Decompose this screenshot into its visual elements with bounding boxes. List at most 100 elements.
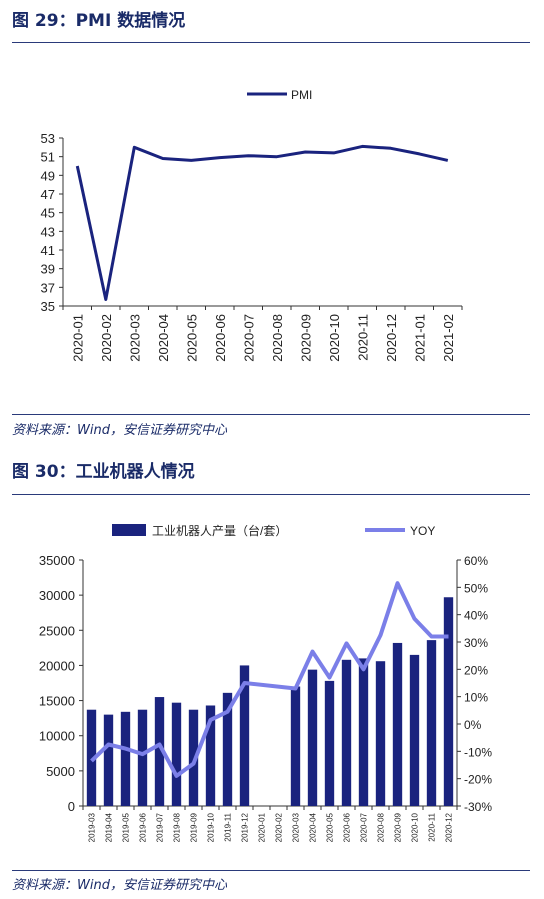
- figure-30-source: 资料来源：Wind，安信证券研究中心: [12, 878, 227, 893]
- production-bar: [358, 658, 369, 806]
- x-tick-label: 2020-08: [270, 314, 285, 362]
- x-tick-label: 2021-02: [441, 314, 456, 362]
- title-divider: [12, 42, 530, 43]
- y-tick-label: 45: [41, 206, 55, 221]
- x-tick-label: 2020-02: [275, 812, 284, 842]
- x-tick-label: 2020-07: [241, 314, 256, 362]
- y-right-tick-label: 0%: [464, 718, 482, 732]
- production-bar: [205, 705, 216, 806]
- y-tick-label: 43: [41, 224, 55, 239]
- production-bar: [86, 709, 97, 806]
- x-tick-label: 2020-07: [360, 812, 369, 842]
- y-tick-label: 51: [41, 150, 55, 165]
- x-tick-label: 2020-05: [184, 314, 199, 362]
- title-divider: [12, 494, 530, 495]
- production-bar: [307, 669, 318, 806]
- x-tick-label: 2020-11: [428, 812, 437, 841]
- y-right-tick-label: -20%: [464, 773, 492, 787]
- x-tick-label: 2020-01: [258, 812, 267, 842]
- y-right-tick-label: 30%: [464, 636, 488, 650]
- x-tick-label: 2020-03: [292, 812, 301, 842]
- production-bar: [239, 665, 250, 806]
- production-bar: [443, 597, 454, 806]
- y-left-tick-label: 30000: [39, 588, 75, 603]
- figure-29-title: 图 29：PMI 数据情况: [12, 11, 186, 31]
- x-tick-label: 2020-06: [213, 314, 228, 362]
- legend-label-pmi: PMI: [291, 88, 312, 102]
- y-left-tick-label: 20000: [39, 658, 75, 673]
- y-tick-label: 49: [41, 168, 55, 183]
- x-tick-label: 2021-01: [412, 314, 427, 362]
- y-tick-label: 41: [41, 243, 55, 258]
- x-tick-label: 2020-04: [156, 314, 171, 362]
- y-left-tick-label: 0: [68, 799, 75, 814]
- x-tick-label: 2020-10: [327, 314, 342, 362]
- y-left-tick-label: 35000: [39, 553, 75, 568]
- pmi-chart: PMI 53 51 49 47 45 43 41 39 37 35 2020-01 2020-02 202…: [41, 88, 463, 362]
- production-bar: [290, 686, 301, 806]
- industrial-robot-chart: 工业机器人产量（台/套） YOY 35000 30000 25000 20000 15000…: [39, 523, 493, 842]
- y-right-tick-label: 10%: [464, 691, 488, 705]
- x-tick-label: 2020-06: [343, 812, 352, 842]
- x-tick-label: 2020-09: [394, 812, 403, 842]
- legend-swatch-production: [112, 524, 146, 536]
- x-tick-label: 2020-03: [127, 314, 142, 362]
- x-tick-label: 2019-07: [156, 812, 165, 842]
- y-tick-label: 37: [41, 280, 55, 295]
- production-bar: [392, 642, 403, 806]
- x-tick-label: 2019-06: [139, 812, 148, 842]
- legend-label-yoy: YOY: [410, 524, 435, 538]
- x-tick-label: 2020-01: [70, 314, 85, 362]
- y-right-tick-label: -30%: [464, 800, 492, 814]
- figure-29-source: 资料来源：Wind，安信证券研究中心: [12, 423, 227, 438]
- source-divider: [12, 414, 530, 415]
- legend-label-production: 工业机器人产量（台/套）: [152, 523, 287, 538]
- figure-30-title: 图 30：工业机器人情况: [12, 462, 195, 482]
- x-tick-label: 2019-05: [122, 812, 131, 842]
- x-tick-label: 2020-02: [99, 314, 114, 362]
- y-tick-label: 53: [41, 131, 55, 146]
- y-tick-label: 39: [41, 262, 55, 277]
- production-bar: [137, 709, 148, 806]
- y-left-tick-label: 25000: [39, 623, 75, 638]
- x-tick-label: 2019-09: [190, 812, 199, 842]
- y-right-tick-label: 50%: [464, 581, 488, 595]
- x-tick-label: 2019-08: [173, 812, 182, 842]
- x-tick-label: 2020-12: [445, 812, 454, 842]
- x-tick-label: 2020-10: [411, 812, 420, 842]
- y-right-tick-label: 20%: [464, 663, 488, 677]
- production-bar: [222, 692, 233, 806]
- x-tick-label: 2019-03: [88, 812, 97, 842]
- production-bar: [171, 702, 182, 806]
- production-bar: [103, 714, 114, 806]
- x-tick-label: 2019-12: [241, 812, 250, 842]
- yoy-series-line: [90, 581, 449, 778]
- y-left-tick-label: 10000: [39, 729, 75, 744]
- production-bar: [324, 680, 335, 806]
- y-left-tick-label: 5000: [46, 764, 75, 779]
- x-tick-label: 2020-05: [326, 812, 335, 842]
- pmi-series-line: [75, 144, 449, 301]
- y-right-tick-label: 60%: [464, 554, 488, 568]
- production-bar: [375, 661, 386, 806]
- source-divider: [12, 870, 530, 871]
- x-tick-label: 2020-11: [355, 314, 370, 361]
- x-tick-label: 2020-08: [377, 812, 386, 842]
- production-bar: [154, 697, 165, 806]
- y-right-tick-label: 40%: [464, 609, 488, 623]
- x-tick-label: 2020-09: [298, 314, 313, 362]
- x-tick-label: 2019-11: [224, 812, 233, 841]
- x-tick-label: 2019-04: [105, 812, 114, 842]
- y-left-tick-label: 15000: [39, 694, 75, 709]
- production-bar: [188, 709, 199, 806]
- production-bar: [341, 659, 352, 806]
- y-right-tick-label: -10%: [464, 745, 492, 759]
- x-tick-label: 2020-04: [309, 812, 318, 842]
- y-tick-label: 35: [41, 299, 55, 314]
- production-bar: [426, 640, 437, 806]
- x-tick-label: 2019-10: [207, 812, 216, 842]
- x-tick-label: 2020-12: [384, 314, 399, 362]
- production-bar: [120, 711, 131, 806]
- production-bar: [409, 654, 420, 806]
- y-tick-label: 47: [41, 187, 55, 202]
